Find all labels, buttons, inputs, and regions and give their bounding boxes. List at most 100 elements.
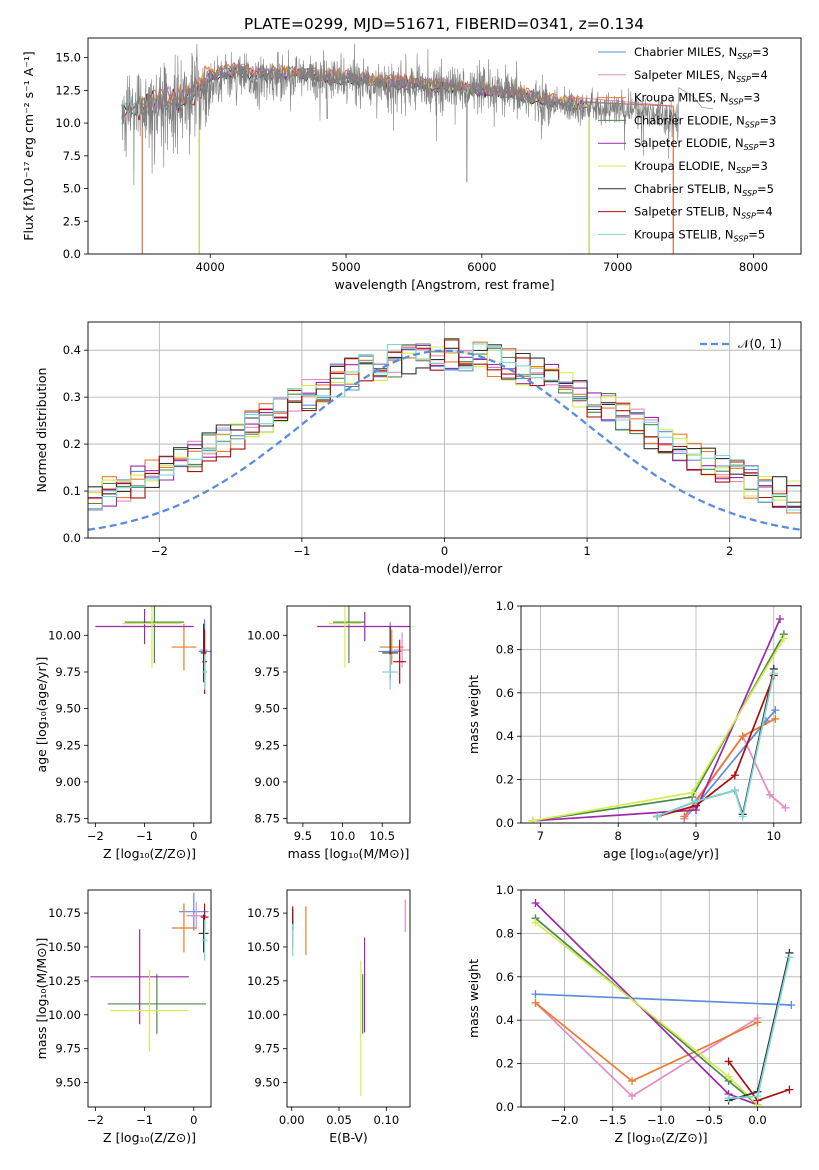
legend-n: 5 <box>758 227 765 241</box>
axes-frame <box>87 605 212 824</box>
marks-age-vs-mass <box>317 606 410 690</box>
plot-mass-weight-vs-age: 7 8 9 10 0.0 0.2 0.4 0.6 0.8 1.0 age [log₁₀(age/yr… <box>466 599 802 861</box>
x-tick-label: 0.10 <box>374 1113 400 1127</box>
axes-frame <box>520 605 802 824</box>
weight-line-kroupa-miles <box>534 1002 758 1082</box>
plot-spectrum: 4000 5000 6000 7000 8000 0.0 2.5 5.0 7.5 10.0 12.5… <box>21 37 802 292</box>
x-tick-label: −0.5 <box>695 1113 723 1127</box>
normal-curve <box>88 349 801 531</box>
y-tick-label: 8.75 <box>254 812 280 826</box>
legend-label: Salpeter STELIB, N <box>634 205 741 219</box>
x-tick-label: −1.0 <box>647 1113 675 1127</box>
legend-eq: = <box>760 113 770 127</box>
weight-marker <box>771 706 780 715</box>
grid-mass-weight-vs-Z <box>521 889 801 1108</box>
legend-subscript: SSP <box>745 120 760 129</box>
plot-mass-vs-ebv: 0.00 0.05 0.10 9.50 9.75 10.00 10.25 10.50 10.75… <box>247 889 411 1145</box>
legend-subscript: SSP <box>742 189 757 198</box>
legend-entry: Kroupa MILES, NSSP=3 <box>634 91 760 107</box>
ticks-residuals: −2 −1 0 1 2 0.0 0.1 0.2 0.3 0.4 <box>63 343 734 558</box>
weight-marker <box>528 816 537 823</box>
ticks-mass-weight-vs-age: 7 8 9 10 0.0 0.2 0.4 0.6 0.8 1.0 <box>496 599 781 843</box>
weight-line-salpeter-stelib <box>656 675 775 818</box>
ticks-mass-vs-ebv: 0.00 0.05 0.10 9.50 9.75 10.00 10.25 10.50 10.75 <box>247 906 399 1127</box>
y-tick-label: 10.00 <box>247 1008 280 1022</box>
y-tick-label: 7.5 <box>63 149 81 163</box>
x-axis-label: mass [log₁₀(M/M⊙)] <box>288 846 410 861</box>
y-tick-label: 0.8 <box>496 926 514 940</box>
y-tick-label: 10.50 <box>247 940 280 954</box>
x-axis-label: age [log₁₀(age/yr)] <box>603 846 719 861</box>
legend-n: 4 <box>760 68 767 82</box>
y-tick-label: 9.75 <box>254 1042 280 1056</box>
weight-marker <box>628 1076 637 1085</box>
x-tick-label: 10 <box>766 829 781 843</box>
weight-marker <box>738 732 747 741</box>
weight-marker <box>779 634 788 643</box>
legend-entry: Salpeter MILES, NSSP=4 <box>634 68 768 84</box>
x-tick-label: 10.5 <box>369 829 395 843</box>
legend-eq: = <box>758 136 768 150</box>
y-axis-label: mass [log₁₀(M/M⊙)] <box>34 938 49 1060</box>
ticks-mass-vs-Z: −2 −1 0 9.50 9.75 10.00 10.25 10.50 10.75 <box>48 906 197 1127</box>
x-tick-label: −1 <box>293 544 310 558</box>
y-tick-label: 8.75 <box>55 812 81 826</box>
y-tick-label: 10.25 <box>247 974 280 988</box>
weight-marker <box>785 1085 794 1094</box>
y-tick-label: 0.3 <box>63 390 81 404</box>
y-tick-label: 0.0 <box>496 1100 514 1114</box>
plot-age-vs-Z: −2 −1 0 8.75 9.00 9.25 9.50 9.75 10.00 Z [log₁₀(Z… <box>34 605 212 861</box>
weight-marker <box>531 899 540 908</box>
legend-eq: = <box>757 182 767 196</box>
legend-entry: 𝒩(0, 1) <box>738 337 782 351</box>
y-tick-label: 9.25 <box>55 738 81 752</box>
weight-line-chabrier-miles <box>535 993 792 1006</box>
y-tick-label: 1.0 <box>496 599 514 613</box>
x-tick-label: 8 <box>615 829 622 843</box>
legend-n: 3 <box>760 159 767 173</box>
y-tick-label: 0.0 <box>63 531 81 545</box>
weight-marker <box>724 1094 733 1103</box>
weight-line-chabrier-elodie <box>532 633 785 822</box>
legend-label: Kroupa STELIB, N <box>634 227 734 241</box>
x-tick-label: −1.5 <box>599 1113 627 1127</box>
legend-subscript: SSP <box>737 52 752 61</box>
y-tick-label: 9.25 <box>254 738 280 752</box>
y-tick-label: 9.50 <box>55 702 81 716</box>
figure-title: PLATE=0299, MJD=51671, FIBERID=0341, z=0… <box>244 15 644 33</box>
x-tick-label: 7000 <box>603 260 632 274</box>
y-tick-label: 0.0 <box>496 816 514 830</box>
marks-mass-vs-Z <box>90 892 209 1052</box>
legend-entry: Kroupa ELODIE, NSSP=3 <box>634 159 768 175</box>
x-tick-label: −2.0 <box>550 1113 578 1127</box>
axes-frame <box>520 889 802 1108</box>
weight-marker <box>771 714 780 723</box>
legend-eq: = <box>752 45 762 59</box>
weight-marker <box>531 998 540 1007</box>
y-tick-label: 0.2 <box>496 1057 514 1071</box>
x-axis-label: E(B-V) <box>329 1130 368 1145</box>
ticks-mass-weight-vs-Z: −2.0 −1.5 −1.0 −0.5 0.0 0.0 0.2 0.4 0.6 0.8 1.0 <box>496 883 767 1127</box>
legend-entry: Chabrier STELIB, NSSP=5 <box>634 182 774 198</box>
y-tick-label: 9.75 <box>55 1042 81 1056</box>
weight-line-chabrier-miles <box>683 709 776 820</box>
y-tick-label: 10.50 <box>48 940 81 954</box>
weight-marker <box>531 918 540 927</box>
x-tick-label: 0 <box>190 829 197 843</box>
x-tick-label: 6000 <box>467 260 496 274</box>
x-axis-label: wavelength [Angstrom, rest frame] <box>334 277 554 292</box>
legend-eq: = <box>756 205 766 219</box>
y-axis-label: mass weight <box>466 675 481 754</box>
marks-mass-weight-vs-age <box>528 615 790 823</box>
y-tick-label: 9.50 <box>55 1076 81 1090</box>
weight-marker <box>753 1092 762 1101</box>
weight-marker <box>692 797 700 806</box>
x-axis-label: Z [log₁₀(Z/Z⊙)] <box>103 1130 196 1145</box>
legend-entry: Chabrier ELODIE, NSSP=3 <box>634 113 776 129</box>
axes-frame <box>286 605 411 824</box>
axes-frame <box>286 889 411 1108</box>
ticks-age-vs-Z: −2 −1 0 8.75 9.00 9.25 9.50 9.75 10.00 <box>48 628 197 843</box>
plot-mass-weight-vs-Z: −2.0 −1.5 −1.0 −0.5 0.0 0.0 0.2 0.4 0.6 0.8 1.0 Z [… <box>466 883 802 1145</box>
weight-marker <box>628 1092 637 1101</box>
